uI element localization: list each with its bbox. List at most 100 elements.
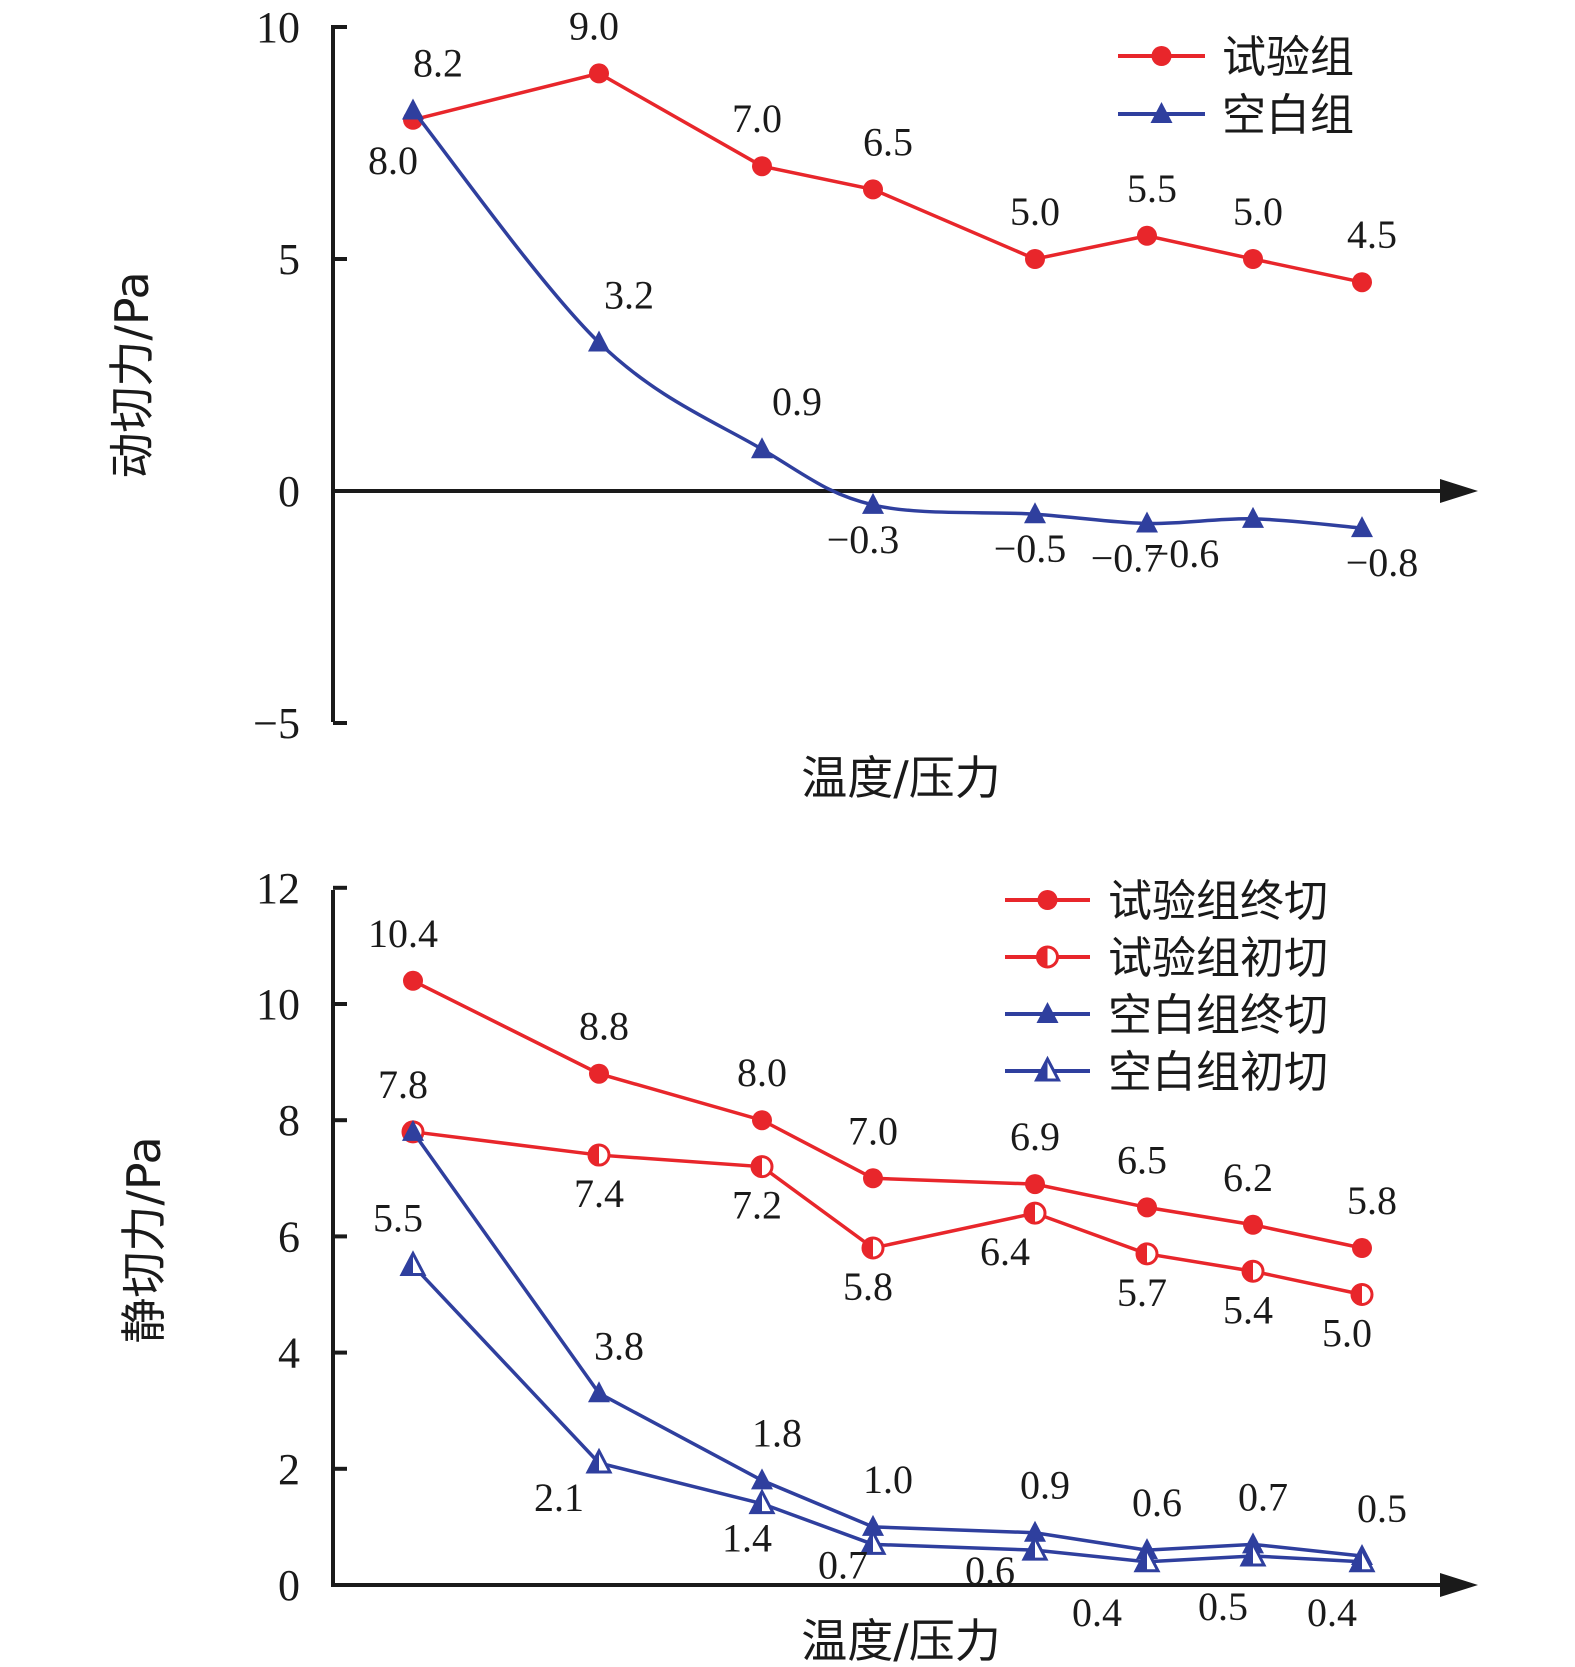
top-legend-marker: [1151, 46, 1172, 66]
bottom-series-2-data-label: 1.0: [863, 1457, 913, 1502]
top-y-ticks: −5 0 5 10: [253, 3, 347, 748]
top-y-axis-title: 动切力/Pa: [105, 271, 159, 478]
top-series-0-data-label: 4.5: [1347, 212, 1397, 257]
top-series-0-data-label: 5.0: [1233, 189, 1283, 234]
bottom-series-0-point: [589, 1063, 609, 1084]
bottom-y-tick-label: 12: [256, 864, 300, 913]
top-series-1-point: [751, 437, 773, 459]
bottom-series-1-data-label: 6.4: [980, 1229, 1030, 1274]
bottom-series-1-data-label: 5.8: [843, 1264, 893, 1309]
top-series-0-point: [863, 179, 883, 200]
bottom-series-1-point: [861, 1236, 885, 1260]
bottom-series-1-point: [1023, 1201, 1047, 1225]
top-series-0-data-label: 5.5: [1127, 166, 1177, 211]
bottom-series-3-data-label: 0.5: [1198, 1584, 1248, 1629]
bottom-series-0-point: [863, 1168, 883, 1189]
top-y-tick-label: 10: [256, 3, 300, 52]
top-series-1-point: [862, 492, 884, 514]
top-series-1-data-label: 0.9: [772, 379, 822, 424]
top-series-0-data-label: 5.0: [1010, 189, 1060, 234]
bottom-series-line-1: [412, 1130, 1363, 1297]
bottom-series-1-point: [1135, 1242, 1159, 1266]
bottom-series-layer: [399, 970, 1376, 1573]
top-series-0-data-label: 9.0: [569, 3, 619, 48]
bottom-series-2-data-label: 0.9: [1020, 1463, 1070, 1508]
top-series-layer: [402, 63, 1373, 538]
bottom-series-0-point: [1137, 1197, 1157, 1218]
bottom-series-3-point: [859, 1529, 887, 1555]
bottom-y-tick-label: 10: [256, 980, 300, 1029]
bottom-series-3-point: [1348, 1546, 1376, 1573]
top-series-1-data-label: −0.6: [1147, 531, 1220, 576]
bottom-series-3-data-label: 1.4: [722, 1516, 772, 1561]
bottom-series-0-point: [1025, 1174, 1045, 1195]
bottom-series-0-data-label: 5.8: [1347, 1178, 1397, 1223]
bottom-series-0-data-label: 6.9: [1010, 1114, 1060, 1159]
bottom-y-tick-label: 8: [278, 1096, 300, 1145]
bottom-y-ticks: 0 2 4 6 8 10 12: [256, 864, 347, 1610]
bottom-series-1-point: [750, 1155, 774, 1179]
bottom-legend-marker: [1036, 945, 1059, 969]
bottom-series-line-0: [412, 979, 1363, 1250]
bottom-legend-label-3: 空白组初切: [1108, 1047, 1328, 1098]
bottom-series-3-data-label: 5.5: [373, 1195, 423, 1240]
top-series-1-point: [1242, 506, 1264, 528]
bottom-series-1-data-label: 7.2: [732, 1183, 782, 1228]
bottom-y-tick-label: 6: [278, 1212, 300, 1261]
bottom-series-1-data-label: 5.4: [1223, 1287, 1273, 1332]
top-series-0-data-label: 6.5: [863, 119, 913, 164]
bottom-legend-item-3: 空白组初切: [1005, 1047, 1328, 1098]
bottom-legend-item-2: 空白组终切: [1005, 990, 1328, 1041]
top-series-1-data-label: −0.7: [1091, 535, 1164, 580]
bottom-x-axis-title: 温度/压力: [801, 1614, 1001, 1667]
bottom-series-3-point: [1239, 1540, 1267, 1567]
bottom-series-3-data-label: 0.4: [1307, 1590, 1357, 1635]
top-y-tick-label: 5: [278, 235, 300, 284]
bottom-series-3-data-label: 0.4: [1072, 1590, 1122, 1635]
top-series-0-point: [1243, 249, 1263, 269]
bottom-series-0-point: [752, 1110, 772, 1131]
bottom-series-3-data-label: 0.7: [818, 1542, 868, 1587]
bottom-series-2-point: [751, 1468, 773, 1490]
bottom-series-1-data-label: 5.0: [1322, 1311, 1372, 1356]
bottom-y-axis-title: 静切力/Pa: [117, 1136, 171, 1343]
top-series-1-data-label: −0.3: [827, 517, 900, 562]
bottom-series-1-data-label: 7.4: [574, 1171, 624, 1216]
bottom-legend-label-1: 试验组初切: [1108, 933, 1328, 984]
top-series-0-data-label: 7.0: [732, 96, 782, 141]
bottom-series-0-data-label: 8.0: [737, 1050, 787, 1095]
top-series-0-point: [1025, 249, 1045, 269]
top-y-tick-label: 0: [278, 467, 300, 516]
bottom-series-2-data-label: 0.6: [1132, 1480, 1182, 1525]
bottom-series-0-point: [1352, 1238, 1372, 1259]
bottom-series-0-data-label: 8.8: [579, 1004, 629, 1049]
bottom-series-3-point: [585, 1447, 613, 1474]
top-series-line-0: [412, 71, 1363, 284]
top-x-axis: [331, 479, 1478, 503]
bottom-series-0-data-label: 10.4: [368, 911, 438, 956]
top-data-labels: 8.0 9.0 7.0 6.5 5.0 5.5 5.0 4.5 8.2 3.2 0.9 −0.3 −0.…: [368, 3, 1418, 585]
top-series-line-1: [411, 109, 1363, 530]
bottom-chart: 0 2 4 6 8 10 12 静切力/Pa 温度/压力 10.4 8.8 8.0 7.0 6.9 6…: [117, 864, 1478, 1667]
bottom-series-2-point: [1024, 1520, 1046, 1542]
top-legend-marker: [1150, 102, 1173, 123]
top-series-1-point: [588, 330, 610, 352]
bottom-series-0-point: [1243, 1214, 1263, 1235]
bottom-series-3-point: [1133, 1546, 1161, 1573]
top-chart: −5 0 5 10 动切力/Pa 温度/压力 8.0 9.0 7.0 6.5 5.0 5.5 5.…: [105, 3, 1478, 805]
top-series-0-point: [1137, 225, 1157, 246]
bottom-x-axis-arrow: [1440, 1573, 1478, 1597]
top-series-0-point: [589, 63, 609, 84]
top-series-0-point: [752, 156, 772, 177]
bottom-series-2-point: [588, 1381, 610, 1403]
bottom-legend-marker: [1037, 890, 1058, 910]
bottom-series-1-point: [587, 1143, 611, 1167]
bottom-y-tick-label: 0: [278, 1561, 300, 1610]
bottom-series-1-data-label: 5.7: [1117, 1270, 1167, 1315]
top-legend-label-0: 试验组: [1222, 32, 1354, 83]
bottom-series-line-2: [411, 1130, 1363, 1558]
top-series-0-data-label: 8.0: [368, 138, 418, 183]
